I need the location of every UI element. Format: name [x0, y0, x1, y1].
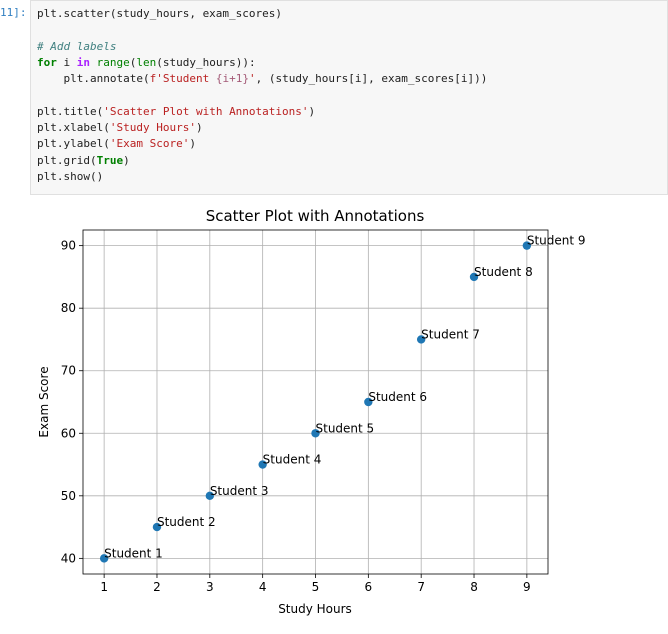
x-tick-label: 8 — [470, 580, 478, 594]
x-tick-label: 9 — [523, 580, 531, 594]
point-annotation: Student 5 — [316, 421, 375, 435]
x-tick-label: 7 — [417, 580, 425, 594]
scatter-point — [205, 491, 215, 501]
y-tick-label: 90 — [61, 239, 76, 253]
point-annotation: Student 2 — [157, 515, 216, 529]
y-axis-label: Exam Score — [37, 366, 51, 437]
x-tick-label: 2 — [153, 580, 161, 594]
chart-points — [99, 241, 532, 563]
chart-axes: 1 2 3 4 5 6 7 8 9 40 50 60 70 80 90 — [61, 229, 549, 594]
point-annotation: Student 8 — [474, 265, 533, 279]
x-tick-label: 5 — [312, 580, 320, 594]
code-line-11: plt.show() — [37, 169, 104, 183]
scatter-point — [364, 397, 373, 407]
scatter-point — [99, 554, 109, 563]
x-axis-label: Study Hours — [278, 602, 352, 616]
cell-output: Scatter Plot with Annotations 1 2 3 4 5 6 7 8 9 4… — [30, 198, 668, 630]
scatter-point — [522, 241, 532, 250]
point-annotation: Student 3 — [210, 484, 269, 498]
point-annotation: Student 4 — [263, 453, 322, 467]
code-line-5: plt.annotate(f'Student {i+1}', (study_ho… — [37, 72, 488, 86]
scatter-point — [469, 272, 479, 282]
scatter-chart: Scatter Plot with Annotations 1 2 3 4 5 6 7 8 9 4… — [37, 207, 586, 616]
scatter-point — [311, 429, 320, 438]
point-annotation: Student 1 — [104, 546, 163, 560]
x-tick-label: 1 — [100, 580, 108, 594]
y-tick-label: 80 — [61, 301, 76, 315]
code-line-10: plt.grid(True) — [37, 153, 130, 167]
scatter-point — [258, 460, 267, 469]
code-line-4: for i in range(len(study_hours)): — [37, 55, 256, 69]
chart-title: Scatter Plot with Annotations — [206, 207, 425, 225]
x-tick-label: 3 — [206, 580, 214, 594]
y-tick-label: 50 — [61, 489, 76, 503]
point-annotation: Student 6 — [368, 390, 427, 404]
code-line-3: # Add labels — [37, 39, 117, 53]
x-tick-label: 4 — [259, 580, 267, 594]
y-tick-label: 60 — [61, 426, 76, 440]
code-cell[interactable]: plt.scatter(study_hours, exam_scores) # … — [30, 0, 668, 195]
code-line-9: plt.ylabel('Exam Score') — [37, 137, 196, 151]
chart-grid — [83, 230, 548, 574]
scatter-point — [416, 335, 426, 344]
y-tick-label: 40 — [61, 551, 76, 565]
code-line-7: plt.title('Scatter Plot with Annotations… — [37, 104, 316, 118]
y-tick-label: 70 — [61, 364, 76, 378]
x-tick-label: 6 — [365, 580, 373, 594]
code-editor[interactable]: plt.scatter(study_hours, exam_scores) # … — [37, 6, 487, 185]
code-line-8: plt.xlabel('Study Hours') — [37, 121, 203, 135]
point-annotation: Student 7 — [421, 327, 480, 341]
code-line-1: plt.scatter(study_hours, exam_scores) — [37, 7, 283, 20]
scatter-point — [152, 522, 162, 532]
point-annotation: Student 9 — [527, 234, 586, 248]
cell-prompt: 11]: — [0, 6, 27, 19]
chart-annotations: Student 1 Student 2 Student 3 Student 4 Stud… — [104, 234, 585, 561]
